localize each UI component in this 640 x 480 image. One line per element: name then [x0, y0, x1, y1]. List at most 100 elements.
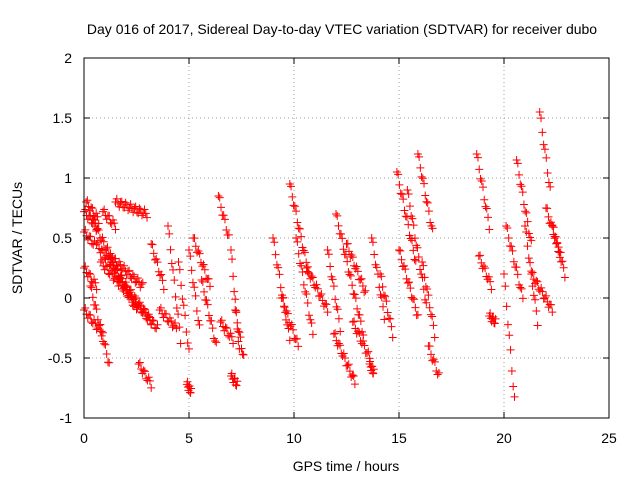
data-point — [316, 291, 325, 300]
data-point — [92, 305, 101, 314]
data-point — [522, 208, 531, 217]
data-point — [476, 251, 485, 260]
data-point — [553, 239, 562, 248]
data-point — [280, 303, 289, 312]
data-point — [289, 325, 298, 334]
data-point — [378, 282, 387, 291]
data-point — [409, 246, 418, 255]
data-point — [546, 182, 555, 191]
data-point — [358, 281, 367, 290]
data-point — [405, 278, 414, 287]
data-point — [167, 317, 176, 326]
data-point — [191, 242, 200, 251]
data-point — [500, 270, 508, 278]
data-point — [395, 246, 403, 254]
data-point — [219, 211, 228, 220]
data-point — [503, 320, 512, 329]
data-point — [181, 311, 190, 320]
data-point — [336, 230, 345, 239]
data-point — [428, 312, 437, 321]
data-point — [527, 270, 536, 278]
data-point — [171, 319, 180, 328]
data-point — [355, 328, 364, 337]
data-point — [128, 270, 137, 279]
data-point — [115, 202, 124, 211]
data-point — [369, 365, 378, 374]
data-point — [208, 324, 217, 333]
data-point — [360, 288, 369, 297]
data-point — [221, 323, 230, 332]
data-point — [170, 276, 179, 285]
data-point — [117, 274, 126, 283]
data-point — [345, 270, 354, 279]
data-point — [88, 216, 97, 224]
data-point — [321, 299, 330, 308]
data-point — [222, 226, 231, 235]
data-point — [430, 357, 439, 366]
data-point — [409, 221, 418, 230]
data-point — [503, 223, 512, 232]
data-point — [348, 281, 357, 290]
data-point — [308, 273, 317, 282]
data-point — [211, 337, 220, 346]
data-point — [274, 263, 283, 272]
data-point — [123, 267, 132, 276]
data-point — [83, 196, 92, 205]
data-point — [416, 163, 425, 172]
data-point — [292, 207, 301, 216]
data-point — [129, 295, 138, 304]
data-point — [139, 366, 148, 375]
data-point — [381, 292, 390, 301]
data-point — [97, 327, 106, 336]
data-point — [521, 222, 529, 230]
data-point — [279, 302, 288, 311]
data-point — [301, 287, 310, 296]
data-point — [233, 318, 242, 327]
data-point — [149, 249, 158, 258]
data-point — [326, 262, 335, 271]
data-point — [426, 310, 435, 319]
x-tick-label: 10 — [286, 430, 302, 446]
data-point — [88, 204, 97, 213]
y-tick-label: -1 — [60, 410, 73, 426]
data-point — [134, 360, 143, 368]
data-point — [516, 283, 525, 292]
data-point — [405, 202, 414, 211]
data-point — [475, 165, 484, 174]
data-point — [187, 266, 196, 275]
data-point — [425, 342, 434, 351]
data-point — [171, 292, 180, 301]
data-point — [133, 274, 142, 283]
data-point — [331, 295, 340, 304]
data-point — [220, 215, 229, 224]
data-point — [349, 289, 358, 298]
data-point — [116, 198, 125, 207]
data-point — [302, 264, 311, 272]
data-point — [130, 272, 139, 281]
data-point — [85, 310, 94, 319]
data-point — [92, 240, 101, 248]
data-point — [413, 310, 422, 319]
data-point — [292, 334, 301, 343]
data-point — [202, 296, 211, 305]
data-point — [422, 298, 431, 307]
data-point — [510, 392, 519, 401]
data-point — [229, 272, 238, 281]
data-point — [526, 258, 535, 267]
data-point — [207, 316, 216, 325]
data-point — [417, 172, 426, 181]
data-point — [137, 280, 146, 289]
y-tick-label: 0 — [64, 290, 72, 306]
data-point — [490, 319, 499, 328]
data-point — [137, 211, 146, 220]
data-point — [523, 217, 532, 226]
data-point — [313, 284, 322, 293]
data-point — [485, 225, 494, 234]
data-point — [347, 251, 356, 260]
data-point — [103, 262, 112, 271]
data-point — [295, 224, 304, 233]
data-point — [428, 224, 437, 233]
data-point — [328, 275, 337, 284]
data-point — [156, 271, 165, 280]
data-point — [515, 170, 524, 179]
